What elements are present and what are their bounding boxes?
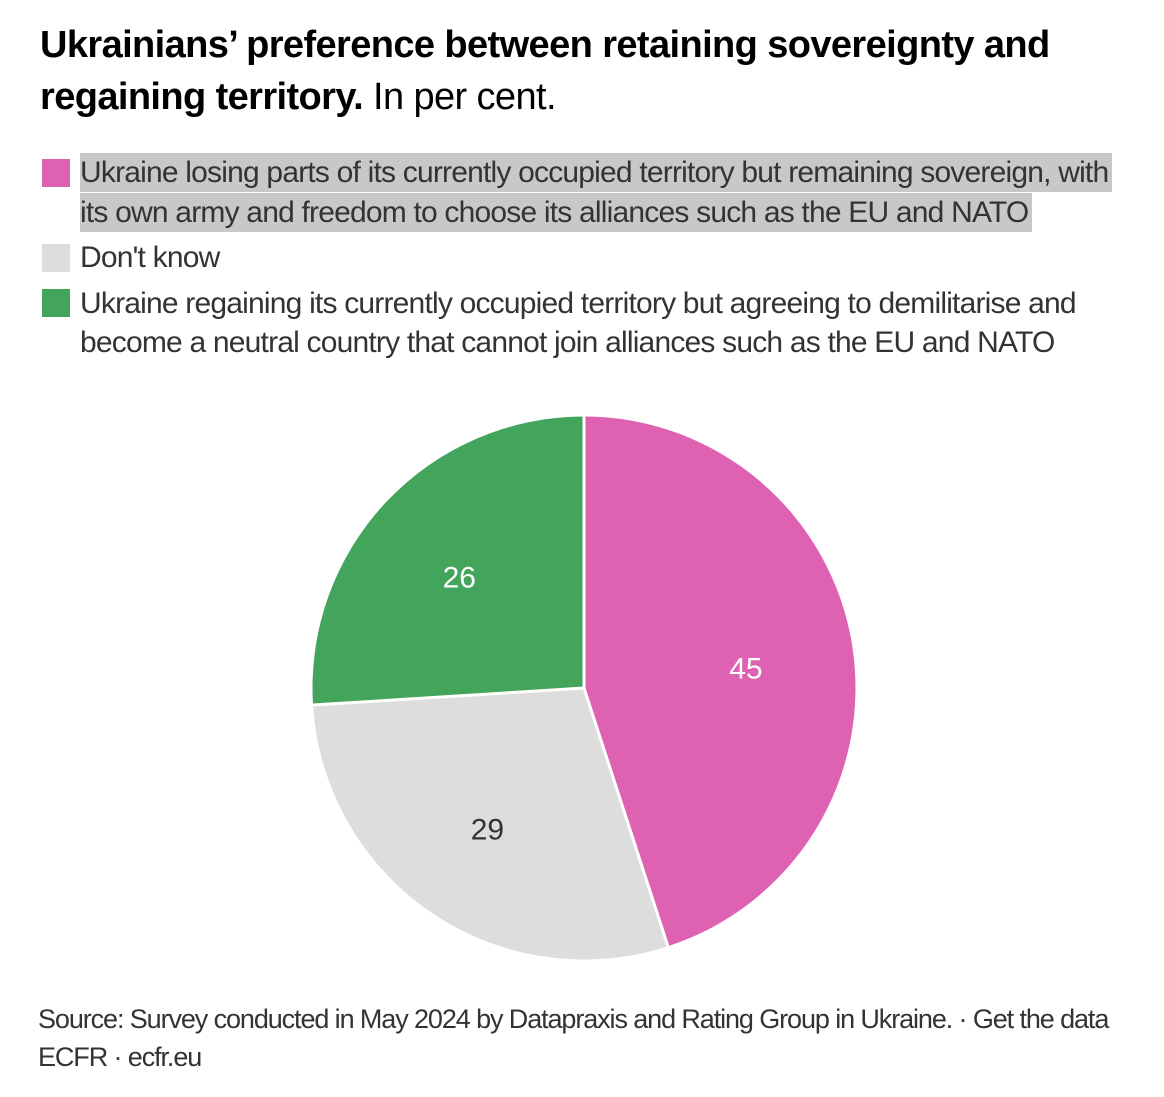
chart-title: Ukrainians’ preference between retaining… — [40, 19, 1124, 123]
source-line: Source: Survey conducted in May 2024 by … — [38, 1004, 1109, 1034]
pie-slice-value-label: 26 — [443, 561, 476, 594]
pie-svg: 45 29 26 — [312, 416, 856, 960]
pie-slice-divider — [312, 686, 585, 707]
legend-label: Don't know — [80, 241, 220, 274]
legend-swatch-green — [42, 289, 70, 318]
byline: ECFR · ecfr.eu — [38, 1042, 202, 1072]
legend-swatch-gray — [42, 243, 70, 272]
pie-slice-value-label: 45 — [729, 652, 762, 685]
legend-label: Ukraine regaining its currently occupied… — [80, 286, 1077, 360]
chart-title-bold: Ukrainians’ preference between retaining… — [40, 23, 1050, 118]
legend-item-dont-know: Don't know — [42, 238, 1126, 278]
pie-slice[interactable] — [584, 416, 856, 947]
pie-slice[interactable] — [312, 416, 585, 706]
legend-item-regaining-territory: Ukraine regaining its currently occupied… — [42, 284, 1126, 363]
pie-slice-value-label: 29 — [471, 814, 504, 847]
chart-footer: Source: Survey conducted in May 2024 by … — [38, 1000, 1126, 1076]
pie-chart: 45 29 26 — [311, 415, 857, 961]
chart-title-suffix: In per cent. — [373, 75, 557, 118]
legend-swatch-pink — [42, 158, 70, 187]
legend-item-losing-territory: Ukraine losing parts of its currently oc… — [42, 153, 1126, 232]
pie-slice-divider — [582, 687, 670, 947]
legend-label: Ukraine losing parts of its currently oc… — [80, 153, 1113, 232]
pie-slice[interactable] — [313, 688, 668, 960]
legend: Ukraine losing parts of its currently oc… — [42, 153, 1126, 369]
